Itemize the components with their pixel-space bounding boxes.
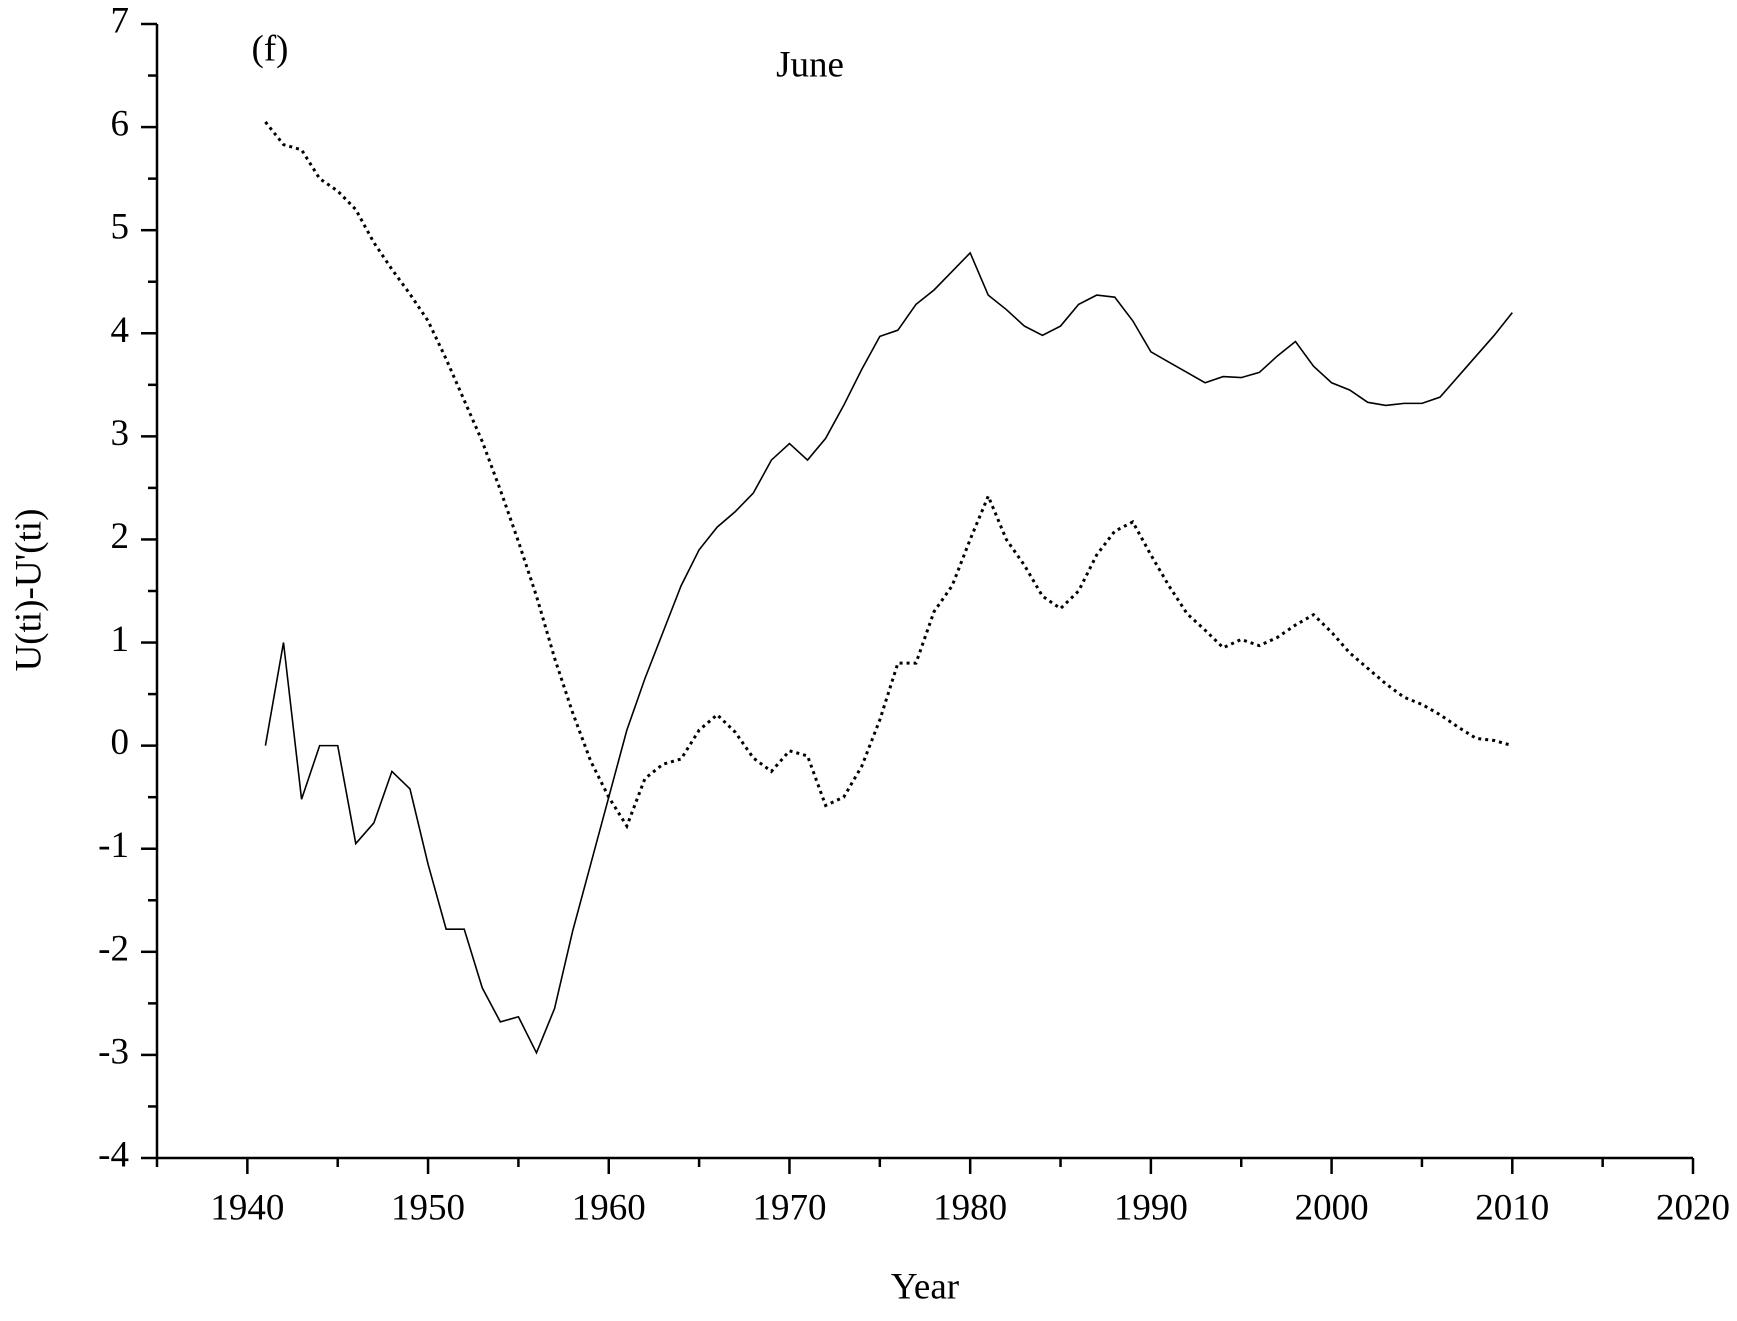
x-tick-label: 2010	[1475, 1187, 1549, 1228]
annotation: (f)	[252, 28, 289, 69]
x-tick-label: 1960	[572, 1187, 646, 1228]
x-tick-label: 2000	[1295, 1187, 1369, 1228]
y-tick-label: 1	[111, 619, 130, 660]
x-axis-label: Year	[891, 1266, 959, 1307]
x-tick-label: 1990	[1114, 1187, 1188, 1228]
y-tick-label: 6	[111, 104, 130, 145]
y-tick-label: 3	[111, 413, 130, 454]
x-tick-label: 1940	[210, 1187, 284, 1228]
x-tick-label: 1950	[391, 1187, 465, 1228]
x-tick-label: 1970	[752, 1187, 826, 1228]
y-tick-label: 0	[111, 722, 130, 763]
series-line	[264, 251, 1513, 1055]
x-tick-label: 2020	[1656, 1187, 1730, 1228]
y-tick-label: 2	[111, 516, 130, 557]
y-tick-label: -3	[98, 1031, 129, 1072]
series-line	[264, 121, 1513, 830]
y-tick-label: 5	[111, 207, 130, 248]
chart-title: June	[776, 44, 844, 85]
y-axis-label: U(ti)-U'(ti)	[8, 509, 49, 672]
y-tick-label: 4	[111, 310, 130, 351]
y-tick-label: 7	[111, 0, 130, 41]
y-tick-label: -4	[98, 1134, 129, 1175]
y-tick-label: -1	[98, 825, 129, 866]
x-tick-label: 1980	[933, 1187, 1007, 1228]
y-tick-label: -2	[98, 928, 129, 969]
